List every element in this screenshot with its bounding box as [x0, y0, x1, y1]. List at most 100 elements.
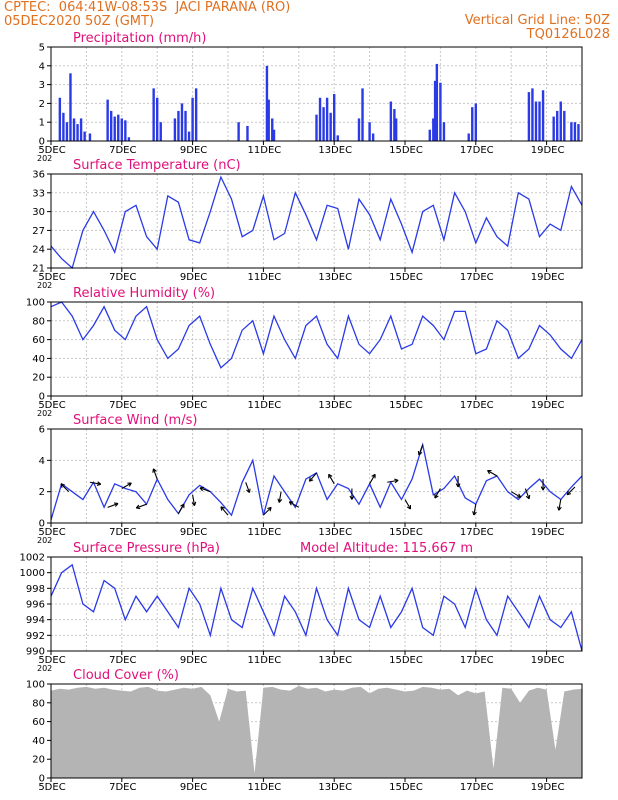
x-tick-label: 15DEC [389, 145, 423, 156]
y-tick-label: 990 [26, 647, 45, 658]
wind-arrow-head [288, 501, 292, 506]
y-tick-label: 2 [39, 487, 45, 498]
y-tick-label: 996 [26, 600, 45, 611]
wind-arrow [199, 486, 211, 493]
precip-bar [271, 118, 274, 141]
wind-arrow-head [60, 483, 63, 488]
wind-arrow-head [566, 490, 569, 495]
wind-arrow-shaft [263, 506, 272, 516]
wind-arrow [524, 488, 531, 500]
header-source: CPTEC: [4, 0, 51, 15]
x-tick-label: 9DEC [180, 272, 207, 283]
precip-bar [442, 122, 446, 141]
wind-arrow-head [434, 495, 439, 499]
y-tick-label: 0 [39, 519, 45, 530]
wind-arrow-head [278, 499, 283, 503]
wind-arrow-shaft [136, 503, 147, 509]
x-year-label: 202 [37, 664, 52, 673]
wind-arrow-head [566, 493, 572, 496]
y-tick-label: 4 [39, 61, 45, 72]
precip-bar [531, 88, 534, 141]
precip-bar [156, 97, 159, 141]
precip-bar [106, 99, 109, 141]
precip-bar [180, 103, 184, 141]
x-year-label: 202 [37, 281, 52, 290]
precip-bar [433, 80, 437, 141]
wind-arrow [387, 478, 399, 484]
wind-arrow-head [558, 506, 562, 511]
cloud-area [51, 685, 582, 778]
wind-arrow [121, 482, 132, 490]
wind-arrow-head [371, 473, 376, 477]
wind-arrow [152, 468, 158, 480]
wind-arrow-shaft [89, 481, 101, 485]
y-tick-label: 27 [32, 226, 45, 237]
wind-arrow [263, 506, 272, 516]
panel-frame [50, 173, 583, 269]
panel-6 [47, 683, 583, 782]
precip-bar [159, 122, 162, 141]
panel-frame [50, 428, 583, 524]
wind-arrow-head [417, 450, 420, 456]
y-tick-label: 994 [26, 615, 45, 626]
wind-arrow-shaft [434, 488, 441, 499]
precip-bar [184, 110, 187, 141]
wind-arrow [89, 481, 102, 486]
wind-arrow [60, 483, 70, 493]
x-tick-label: 11DEC [248, 782, 282, 793]
wind-arrow [455, 476, 461, 488]
series-line [50, 175, 583, 270]
y-tick-label: 21 [32, 264, 45, 275]
wind-arrow-head [394, 479, 399, 484]
precip-bar [325, 97, 329, 141]
x-tick-label: 19DEC [531, 272, 565, 283]
wind-arrow-shaft [121, 482, 132, 490]
header-run: 05DEC2020 50Z (GMT) [4, 14, 155, 29]
wind-arrow [566, 486, 576, 496]
wind-arrow-shaft [278, 491, 282, 503]
x-tick-label: 17DEC [460, 145, 494, 156]
precip-bar [333, 94, 336, 141]
x-tick-label: 19DEC [531, 527, 565, 538]
header-location: 064:41W-08:53S JACI PARANA (RO) [58, 0, 291, 15]
wind-arrow-head [114, 503, 119, 507]
x-tick-label: 7DEC [109, 527, 136, 538]
y-tick-label: 80 [32, 698, 45, 709]
precip-bar [435, 63, 439, 141]
wind-arrow-head [269, 507, 272, 512]
wind-arrow [288, 501, 300, 508]
panel-frame [50, 46, 583, 142]
precip-bar [467, 133, 470, 141]
header-model-code: TQ0126L028 [526, 27, 610, 42]
wind-arrow [434, 488, 441, 499]
x-tick-label: 17DEC [460, 400, 494, 411]
y-tick-label: 40 [32, 354, 45, 365]
panel-frame [50, 301, 583, 397]
x-tick-label: 11DEC [248, 400, 282, 411]
wind-arrow-head [199, 486, 205, 489]
precip-bar [58, 97, 62, 141]
panel-title: Surface Pressure (hPa) [73, 541, 220, 556]
y-tick-label: 100 [26, 298, 45, 309]
x-tick-label: 19DEC [531, 400, 565, 411]
precip-bar [570, 122, 573, 141]
wind-arrow-head [97, 481, 102, 485]
x-tick-label: 11DEC [248, 655, 282, 666]
wind-arrow-head [267, 506, 272, 510]
precip-bar [194, 88, 198, 141]
wind-arrow-head [135, 504, 140, 509]
x-tick-label: 15DEC [389, 782, 423, 793]
wind-arrow-shaft [404, 499, 411, 510]
panel-2 [47, 173, 583, 272]
x-tick-label: 7DEC [109, 400, 136, 411]
series-line [50, 563, 583, 652]
x-tick-label: 15DEC [389, 400, 423, 411]
header-right: Vertical Grid Line: 50Z TQ0126L028 [465, 14, 610, 42]
precip-bar [83, 131, 86, 141]
wind-arrow-shaft [288, 501, 300, 508]
y-tick-label: 20 [32, 373, 45, 384]
wind-arrow-head [406, 506, 411, 510]
wind-arrow [245, 482, 251, 494]
precip-bar [573, 122, 577, 141]
